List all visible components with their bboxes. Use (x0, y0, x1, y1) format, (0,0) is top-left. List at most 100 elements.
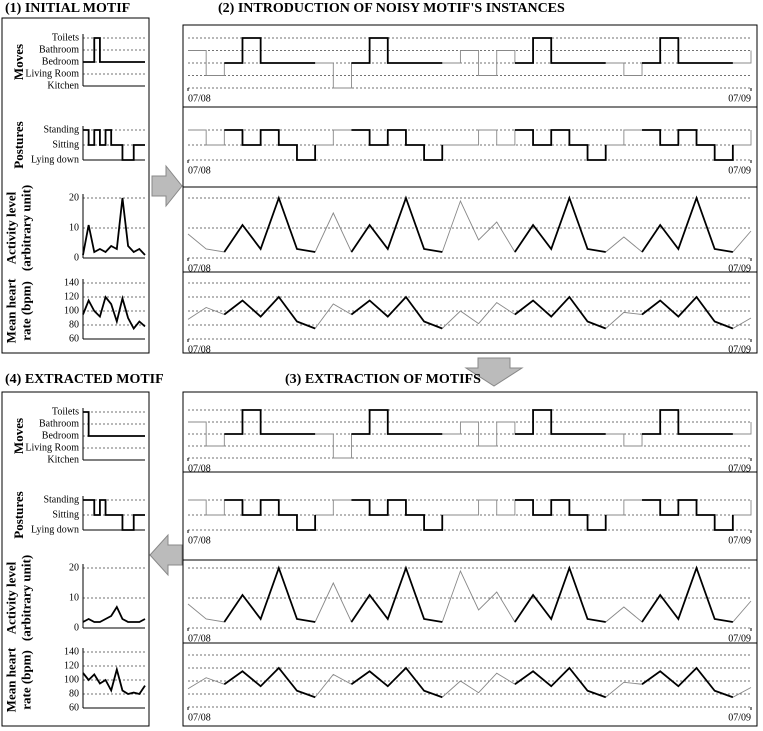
panel-title: (4) EXTRACTED MOTIF (5, 372, 164, 387)
row-frame (182, 471, 758, 561)
row-frame (182, 559, 758, 644)
x-tick-label: 07/09 (728, 93, 751, 104)
y-tick-label: Bedroom (42, 430, 79, 441)
x-tick-label: 07/09 (728, 535, 751, 546)
y-tick-label: Lying down (31, 524, 79, 535)
series-line (82, 666, 146, 696)
y-tick-label: 80 (69, 319, 79, 330)
y-tick-label: 20 (69, 192, 79, 203)
y-axis-label: Activity level (3, 561, 18, 634)
x-tick-label: 07/08 (188, 93, 211, 104)
x-tick-label: 07/09 (728, 263, 751, 274)
series-line (224, 129, 734, 161)
x-tick-label: 07/08 (188, 263, 211, 274)
panel-frame (1, 17, 150, 354)
y-tick-label: 0 (74, 252, 79, 263)
series-line (187, 296, 752, 330)
y-tick-label: 100 (64, 305, 79, 316)
y-axis-label: Moves (11, 44, 26, 80)
arrow (151, 164, 183, 208)
series-line (82, 605, 146, 623)
y-tick-label: Kitchen (47, 454, 79, 465)
y-tick-label: Standing (43, 124, 79, 135)
series-line (83, 129, 145, 161)
row-frame (182, 642, 758, 727)
y-axis-label: (arbitrary unit) (18, 555, 33, 641)
y-tick-label: 80 (69, 688, 79, 699)
y-tick-label: 0 (74, 622, 79, 633)
panel-title: (2) INTRODUCTION OF NOISY MOTIF'S INSTAN… (218, 1, 565, 16)
x-tick-label: 07/08 (188, 712, 211, 723)
series-line (224, 37, 733, 64)
y-tick-label: 100 (64, 674, 79, 685)
panel-frame (182, 391, 758, 727)
panel-title: (3) EXTRACTION OF MOTIFS (285, 372, 481, 387)
y-tick-label: 60 (69, 702, 79, 713)
y-axis-label: Postures (11, 491, 26, 538)
x-tick-label: 07/09 (728, 633, 751, 644)
y-axis-label: rate (bpm) (18, 650, 33, 710)
row-frame (182, 106, 758, 188)
series-line (82, 294, 146, 331)
y-axis-label: Mean heart (3, 647, 18, 712)
series-line (223, 666, 734, 699)
panel-frame (1, 391, 150, 727)
y-tick-label: Toilets (52, 32, 79, 43)
x-tick-label: 07/09 (728, 712, 751, 723)
x-tick-label: 07/08 (188, 344, 211, 355)
series-line (223, 565, 733, 623)
x-tick-label: 07/08 (188, 165, 211, 176)
series-line (223, 195, 733, 253)
series-line (82, 197, 146, 256)
arrow (149, 533, 183, 577)
x-tick-label: 07/09 (728, 344, 751, 355)
y-axis-label: Moves (11, 418, 26, 454)
y-axis-label: Activity level (3, 191, 18, 264)
y-tick-label: Toilets (52, 406, 79, 417)
y-tick-label: Lying down (31, 154, 79, 165)
y-axis-label: Postures (11, 121, 26, 168)
series-line (224, 409, 733, 435)
y-tick-label: Living Room (25, 442, 79, 453)
y-tick-label: 10 (69, 592, 79, 603)
series-line (187, 196, 752, 253)
panel-frame (182, 24, 758, 354)
y-tick-label: 10 (69, 222, 79, 233)
y-tick-label: Bedroom (42, 56, 79, 67)
y-tick-label: 60 (69, 333, 79, 344)
series-line (187, 566, 752, 623)
y-axis-label: (arbitrary unit) (18, 185, 33, 271)
series-line (83, 37, 145, 63)
series-line (223, 295, 734, 330)
y-tick-label: Living Room (25, 68, 79, 79)
y-tick-label: Bathroom (39, 44, 79, 55)
arrow (464, 357, 524, 387)
y-tick-label: Kitchen (47, 80, 79, 91)
y-tick-label: 120 (64, 660, 79, 671)
series-line (83, 499, 145, 531)
row-frame (182, 271, 758, 354)
x-tick-label: 07/08 (188, 535, 211, 546)
panel-title: (1) INITIAL MOTIF (5, 1, 130, 16)
y-tick-label: Standing (43, 494, 79, 505)
y-tick-label: 120 (64, 291, 79, 302)
y-tick-label: 20 (69, 562, 79, 573)
y-tick-label: 140 (64, 277, 79, 288)
y-tick-label: 140 (64, 646, 79, 657)
x-tick-label: 07/09 (728, 165, 751, 176)
x-tick-label: 07/09 (728, 463, 751, 474)
y-tick-label: Sitting (52, 509, 79, 520)
row-frame (182, 391, 758, 473)
series-line (224, 499, 734, 531)
x-tick-label: 07/08 (188, 463, 211, 474)
series-line (83, 411, 145, 437)
y-tick-label: Sitting (52, 139, 79, 150)
series-line (187, 667, 752, 698)
y-axis-label: rate (bpm) (18, 281, 33, 341)
row-frame (182, 186, 758, 273)
y-axis-label: Mean heart (3, 278, 18, 343)
x-tick-label: 07/08 (188, 633, 211, 644)
y-tick-label: Bathroom (39, 418, 79, 429)
